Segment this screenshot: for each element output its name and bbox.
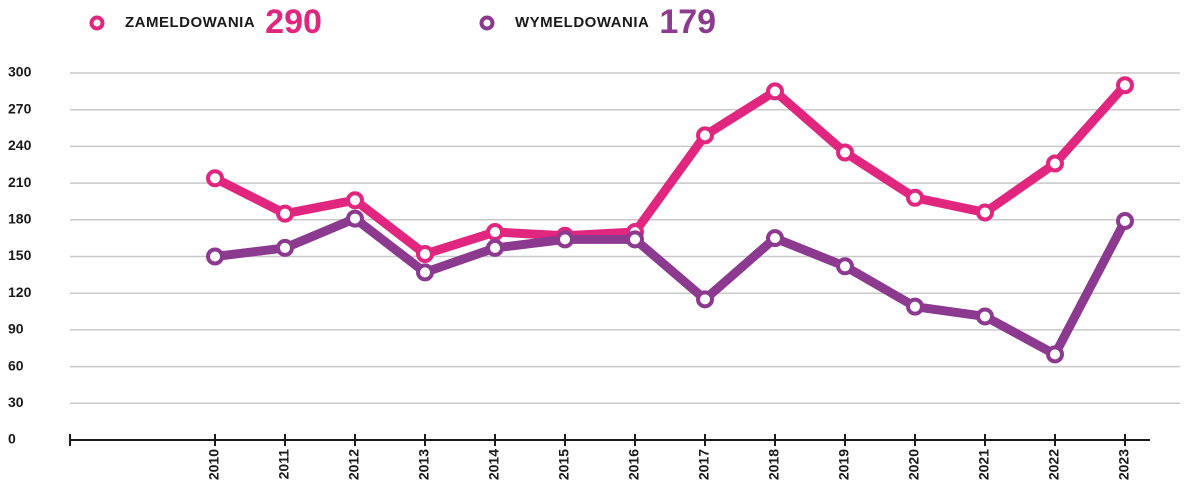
y-tick-label: 150 (8, 247, 32, 263)
x-tick-label: 2014 (486, 449, 502, 480)
point (206, 169, 224, 188)
y-tick-label: 240 (8, 137, 32, 153)
x-tick-label: 2019 (836, 449, 852, 480)
y-tick-label: 30 (8, 394, 24, 410)
x-tick-label: 2021 (976, 449, 992, 480)
legend-value: 290 (265, 3, 322, 41)
legend-label: WYMELDOWANIA (515, 14, 649, 31)
x-tick-label: 2017 (696, 449, 712, 480)
legend-value: 179 (659, 3, 716, 41)
line (212, 82, 1129, 259)
point (976, 307, 994, 326)
point (556, 230, 574, 249)
point (416, 245, 434, 264)
point (906, 188, 924, 207)
y-tick-label: 0 (8, 431, 16, 447)
y-tick-label: 210 (8, 174, 32, 190)
point (696, 126, 714, 145)
legend-label: ZAMELDOWANIA (125, 14, 255, 31)
point (836, 257, 854, 276)
point (276, 204, 294, 223)
point (836, 143, 854, 162)
x-tick-label: 2018 (766, 449, 782, 480)
point (976, 203, 994, 222)
point (1116, 76, 1134, 95)
point (1046, 345, 1064, 364)
point (206, 247, 224, 266)
point (1116, 212, 1134, 231)
x-tick-label: 2011 (276, 449, 292, 480)
point (766, 82, 784, 101)
point (1046, 154, 1064, 173)
x-tick-label: 2023 (1116, 449, 1132, 480)
point (276, 238, 294, 257)
point (486, 223, 504, 242)
x-tick-label: 2010 (206, 449, 222, 480)
legend-icon (479, 15, 495, 31)
y-tick-label: 180 (8, 211, 32, 227)
legend-icon (89, 15, 105, 31)
point (416, 263, 434, 282)
point (626, 230, 644, 249)
y-tick-label: 120 (8, 284, 32, 300)
x-tick-label: 2016 (626, 449, 642, 480)
x-tick-label: 2015 (556, 449, 572, 480)
x-tick-label: 2022 (1046, 449, 1062, 480)
point (906, 297, 924, 316)
y-tick-label: 60 (8, 357, 24, 373)
y-tick-label: 270 (8, 100, 32, 116)
y-tick-label: 90 (8, 321, 24, 337)
x-tick-label: 2012 (346, 449, 362, 480)
point (486, 238, 504, 257)
point (766, 229, 784, 248)
x-tick-label: 2020 (906, 449, 922, 480)
point (346, 191, 364, 210)
point (696, 290, 714, 309)
line (214, 214, 1129, 359)
y-tick-label: 300 (8, 64, 32, 80)
x-tick-label: 2013 (416, 449, 432, 480)
point (346, 209, 364, 228)
